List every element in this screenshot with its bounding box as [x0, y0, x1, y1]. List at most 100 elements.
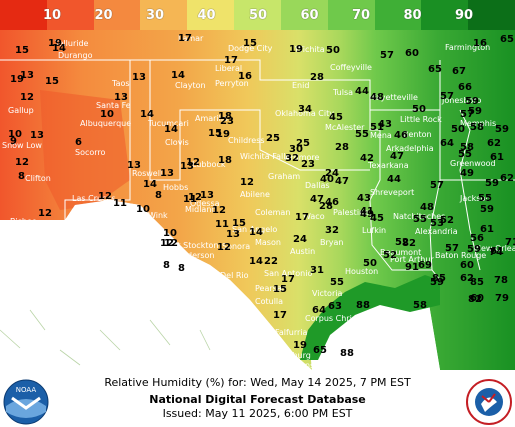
grid-humidity-value: 15: [45, 76, 59, 87]
grid-humidity-value: 15: [232, 218, 246, 229]
city-humidity-value: 74: [489, 247, 503, 258]
grid-humidity-value: 12: [212, 205, 226, 216]
city-humidity-value: 12: [240, 177, 254, 188]
grid-humidity-value: 9: [10, 136, 17, 147]
grid-humidity-value: 13: [30, 130, 44, 141]
city-humidity-value: 50: [326, 45, 340, 56]
city-name-label: Cotulla: [255, 297, 283, 306]
city-name-label: Mena: [370, 131, 392, 140]
city-name-label: Alexandria: [415, 227, 458, 236]
grid-humidity-value: 12: [160, 238, 174, 249]
city-name-label: Lubbock: [192, 160, 226, 169]
grid-humidity-value: 13: [20, 70, 34, 81]
grid-humidity-value: 15: [208, 128, 222, 139]
grid-humidity-value: 15: [15, 45, 29, 56]
city-name-label: Bisbee: [10, 217, 37, 226]
legend-swatch: [327, 0, 376, 30]
legend-label: 10: [42, 8, 62, 23]
city-name-label: Lufkin: [362, 226, 386, 235]
legend-label: 90: [454, 8, 474, 23]
city-name-label: Dallas: [305, 181, 330, 190]
city-name-label: Bryan: [320, 238, 343, 247]
city-name-label: Fort Stockton: [165, 241, 218, 250]
grid-humidity-value: 28: [335, 142, 349, 153]
city-name-label: New Orleans: [475, 244, 515, 253]
hatch-marks: [0, 309, 211, 366]
city-name-label: Hobbs: [163, 183, 188, 192]
city-humidity-value: 8: [163, 260, 170, 271]
city-humidity-value: 14: [164, 124, 178, 135]
grid-humidity-value: 57: [380, 50, 394, 61]
city-humidity-value: 19: [216, 129, 230, 140]
city-humidity-value: 13: [114, 92, 128, 103]
grid-humidity-value: 61: [490, 246, 504, 257]
legend-swatch: [280, 0, 329, 30]
city-humidity-value: 19: [293, 340, 307, 351]
city-name-label: Greenwood: [450, 159, 496, 168]
city-name-label: Taos: [111, 79, 130, 88]
grid-humidity-value: 59: [480, 204, 494, 215]
city-name-label: Snow Low: [2, 141, 42, 150]
grid-humidity-value: 88: [356, 300, 370, 311]
city-name-label: Clifton: [25, 174, 51, 183]
grid-humidity-value: 23: [220, 116, 234, 127]
city-humidity-value: 28: [319, 201, 333, 212]
city-name-label: Little Rock: [400, 115, 442, 124]
grid-humidity-value: 58: [470, 122, 484, 133]
grid-humidity-value: 60: [470, 293, 484, 304]
grid-humidity-value: 85: [470, 277, 484, 288]
city-humidity-value: 12: [186, 157, 200, 168]
city-humidity-value: 8: [18, 171, 25, 182]
city-labels: Telluride Durango Lamar Dodge City Wichita Co…: [2, 34, 515, 370]
city-humidity-value: 57: [440, 91, 454, 102]
city-name-label: Del Rio: [220, 271, 249, 280]
city-name-label: Amarillo: [195, 114, 228, 123]
legend-swatch: [140, 0, 189, 30]
grid-humidity-value: 51: [370, 122, 384, 133]
state-borders: [0, 59, 515, 281]
city-name-label: Santa Fe: [96, 101, 131, 110]
legend-label: 50: [248, 8, 268, 23]
grid-humidity-value: 47: [335, 176, 349, 187]
city-name-label: Ardmore: [285, 153, 320, 162]
city-humidity-value: 17: [295, 212, 309, 223]
nws-logo: [466, 379, 512, 425]
legend-label: 40: [197, 8, 216, 23]
city-humidity-value: 17: [178, 33, 192, 44]
grid-humidity-value: 59: [495, 124, 509, 135]
city-humidity-value: 30: [289, 144, 303, 155]
city-name-label: Waco: [303, 212, 325, 221]
city-humidity-value: 55: [458, 149, 472, 160]
grid-humidity-value: 25: [266, 133, 280, 144]
city-humidity-value: 15: [243, 38, 257, 49]
city-humidity-value: 11: [183, 194, 197, 205]
city-humidity-value: 12: [217, 242, 231, 253]
legend-swatch: [0, 0, 48, 30]
city-humidity-value: 32: [325, 225, 339, 236]
grid-humidity-value: 67: [452, 66, 466, 77]
city-humidity-value: 18: [218, 111, 232, 122]
grid-humidity-value: 65: [428, 64, 442, 75]
issued-date: Issued: May 11 2025, 6:00 PM EST: [162, 407, 353, 420]
city-name-label: Farmington: [445, 43, 490, 52]
city-name-label: Beaumont: [380, 248, 421, 257]
city-humidity-value: 13: [127, 160, 141, 171]
grid-humidity-value: 57: [445, 243, 459, 254]
city-name-label: Sanderson: [172, 251, 214, 260]
map-caption: Relative Humidity (%) for: Wed, May 14 2…: [104, 376, 411, 389]
city-name-label: Tucumcari: [147, 119, 189, 128]
city-name-label: Albuquerque: [80, 119, 131, 128]
city-humidity-value: 10: [136, 204, 150, 215]
city-name-label: Roswell: [132, 169, 162, 178]
grid-humidity-value: 60: [460, 260, 474, 271]
city-name-label: Wink: [148, 211, 168, 220]
grid-humidity-value: 60: [405, 48, 419, 59]
grid-humidity-value: 59: [430, 277, 444, 288]
city-humidity-value: 12: [20, 92, 34, 103]
legend-swatch: [93, 0, 142, 30]
grid-humidity-value: 18: [218, 155, 232, 166]
grid-humidity-value: 11: [215, 219, 229, 230]
grid-humidity-value: 42: [360, 153, 374, 164]
city-humidity-value: 12: [98, 191, 112, 202]
city-name-label: El Paso: [90, 209, 118, 218]
